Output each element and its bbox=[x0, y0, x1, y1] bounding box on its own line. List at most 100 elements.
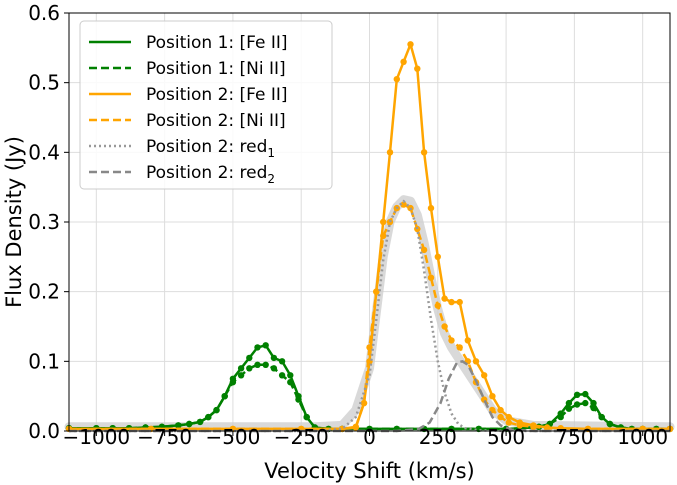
data-point bbox=[303, 413, 310, 421]
legend-subscript: 2 bbox=[267, 172, 275, 186]
data-point bbox=[287, 372, 294, 379]
data-point bbox=[530, 423, 537, 430]
data-point bbox=[213, 406, 220, 414]
data-point bbox=[380, 232, 387, 240]
y-tick-label: 0.3 bbox=[28, 210, 60, 234]
data-point bbox=[407, 41, 414, 48]
x-tick-label: −500 bbox=[205, 425, 260, 449]
y-tick-label: 0.4 bbox=[28, 140, 60, 164]
x-tick-label: 750 bbox=[555, 425, 593, 449]
data-point bbox=[287, 379, 294, 386]
data-point bbox=[557, 413, 564, 421]
data-point bbox=[448, 425, 455, 433]
data-point bbox=[270, 354, 278, 362]
data-point bbox=[590, 399, 597, 407]
data-point bbox=[565, 405, 573, 412]
data-point bbox=[386, 149, 394, 156]
data-point bbox=[598, 413, 605, 421]
data-point bbox=[262, 361, 269, 368]
legend-entry-label: Position 2: red2 bbox=[146, 163, 275, 186]
data-point bbox=[434, 302, 441, 309]
y-tick-label: 0.2 bbox=[28, 280, 60, 304]
data-point bbox=[448, 298, 455, 306]
y-tick-label: 0.5 bbox=[28, 71, 60, 95]
data-point bbox=[246, 365, 253, 372]
data-point bbox=[481, 372, 488, 379]
data-point bbox=[254, 344, 261, 351]
data-point bbox=[420, 246, 428, 254]
data-point bbox=[237, 372, 245, 379]
data-point bbox=[434, 253, 441, 260]
grid bbox=[69, 12, 670, 432]
data-point bbox=[582, 390, 589, 398]
x-tick-label: 500 bbox=[487, 425, 525, 449]
data-point bbox=[400, 58, 407, 65]
data-point bbox=[360, 399, 368, 407]
y-tick-label: 0.6 bbox=[28, 1, 60, 25]
data-point bbox=[573, 401, 581, 408]
data-point bbox=[456, 344, 463, 351]
legend: Position 1: [Fe II] Position 1: [Ni II] Po… bbox=[79, 20, 333, 190]
data-point bbox=[373, 288, 380, 295]
data-point bbox=[456, 298, 463, 306]
data-point bbox=[175, 422, 182, 429]
data-point bbox=[366, 344, 373, 351]
data-point bbox=[246, 354, 253, 362]
legend-box bbox=[79, 20, 333, 190]
legend-entry-label: Position 2: [Fe II] bbox=[146, 85, 288, 105]
data-point bbox=[565, 399, 573, 407]
data-point bbox=[582, 399, 589, 407]
legend-entry-label: Position 2: [Ni II] bbox=[146, 111, 286, 131]
data-point bbox=[489, 393, 496, 400]
x-tick-label: 0 bbox=[363, 425, 376, 449]
series-position-2-red bbox=[69, 199, 670, 433]
series-line bbox=[69, 199, 670, 433]
data-point bbox=[448, 337, 455, 344]
y-tick-label: 0.0 bbox=[28, 419, 60, 443]
data-point bbox=[278, 358, 286, 365]
x-tick-label: 1000 bbox=[617, 425, 668, 449]
data-point bbox=[278, 372, 286, 379]
legend-subscript: 1 bbox=[267, 146, 275, 160]
data-point bbox=[254, 361, 261, 368]
legend-entry-label: Position 1: [Fe II] bbox=[146, 33, 288, 53]
data-point bbox=[441, 323, 448, 330]
data-point bbox=[237, 365, 245, 372]
legend-entry-label: Position 2: red1 bbox=[146, 137, 275, 160]
data-point bbox=[497, 413, 504, 421]
data-point bbox=[352, 423, 359, 430]
data-point bbox=[516, 422, 523, 429]
data-point bbox=[414, 225, 421, 233]
data-point bbox=[427, 204, 435, 212]
series-position-2-red bbox=[69, 360, 670, 433]
series-line bbox=[69, 43, 670, 431]
legend-label-text: Position 2: red bbox=[146, 163, 267, 183]
x-tick-label: −1000 bbox=[62, 425, 130, 449]
data-point bbox=[472, 358, 480, 365]
data-point bbox=[380, 218, 387, 226]
data-point bbox=[229, 379, 237, 386]
data-point bbox=[420, 149, 428, 156]
legend-label-text: Position 2: red bbox=[146, 137, 267, 157]
data-point bbox=[295, 396, 302, 403]
data-point bbox=[186, 420, 193, 428]
series-lines bbox=[65, 41, 674, 433]
x-tick-label: −250 bbox=[274, 425, 329, 449]
data-point bbox=[270, 365, 278, 372]
y-tick-label: 0.1 bbox=[28, 349, 60, 373]
data-point bbox=[205, 413, 212, 421]
series-line bbox=[69, 203, 670, 431]
legend-entry-label: Position 1: [Ni II] bbox=[146, 59, 286, 79]
data-point bbox=[464, 337, 471, 344]
data-point bbox=[386, 218, 394, 226]
y-axis-ticks: 0.0 0.1 0.2 0.3 0.4 0.5 0.6 bbox=[28, 1, 69, 443]
data-point bbox=[441, 295, 448, 302]
x-tick-label: 250 bbox=[419, 425, 457, 449]
series-line bbox=[69, 363, 670, 431]
data-point bbox=[497, 406, 504, 414]
data-point bbox=[505, 419, 512, 426]
data-point bbox=[505, 413, 512, 421]
data-point bbox=[590, 404, 597, 412]
data-point bbox=[196, 418, 204, 426]
